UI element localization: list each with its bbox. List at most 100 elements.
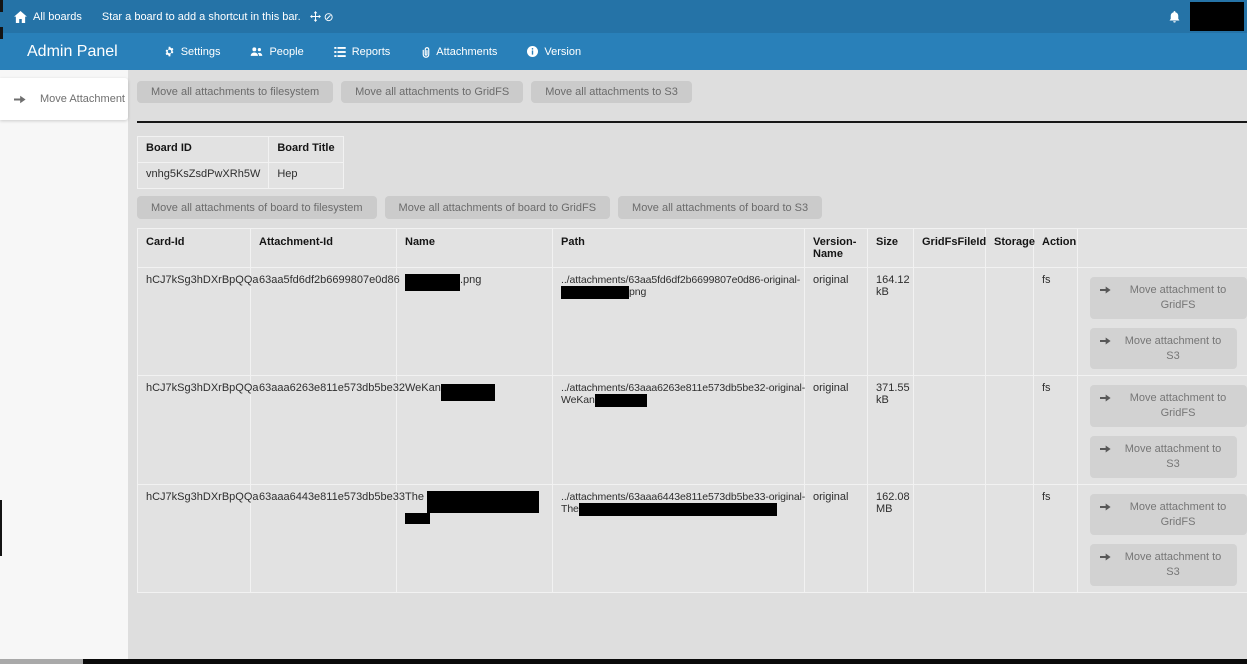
sidebar-item-move-attachment[interactable]: Move Attachment	[0, 78, 128, 120]
window-edge-artifact	[0, 500, 2, 556]
top-bar: All boards Star a board to add a shortcu…	[0, 0, 1247, 33]
admin-nav: Settings People Reports Attachments	[164, 46, 581, 58]
version-name-header: Version-Name	[804, 228, 868, 268]
storage-cell	[985, 483, 1034, 594]
move-attachment-to-gridfs-button[interactable]: Move attachment to GridFS	[1090, 277, 1247, 319]
arrow-right-icon	[1100, 285, 1111, 295]
move-attachment-to-s3-button[interactable]: Move attachment to S3	[1090, 544, 1237, 587]
path-cell: ../attachments/63aaa6443e811e573db5be33-…	[552, 483, 805, 594]
nav-item-people[interactable]: People	[250, 45, 304, 58]
nav-item-attachments[interactable]: Attachments	[420, 46, 497, 58]
sidebar-item-label: Move Attachment	[40, 93, 125, 105]
shortcut-hint: Star a board to add a shortcut in this b…	[102, 11, 334, 23]
info-icon	[527, 46, 539, 57]
redacted-box	[594, 394, 647, 408]
content-area: Move Attachment Move all attachments to …	[0, 70, 1247, 664]
move-board-to-filesystem-button[interactable]: Move all attachments of board to filesys…	[137, 196, 377, 219]
section-divider	[137, 121, 1247, 123]
board-title-cell: Hep	[268, 162, 344, 189]
move-board-to-s3-button[interactable]: Move all attachments of board to S3	[618, 196, 823, 219]
arrow-right-icon	[1100, 502, 1111, 512]
storage-cell	[985, 266, 1034, 377]
list-icon	[334, 46, 346, 57]
path-cell: ../attachments/63aa5fd6df2b6699807e0d86-…	[552, 266, 805, 377]
action-cell: fs	[1033, 483, 1078, 594]
nav-item-settings[interactable]: Settings	[164, 45, 221, 58]
gridfsfileid-cell	[913, 483, 986, 594]
move-all-to-filesystem-button[interactable]: Move all attachments to filesystem	[137, 81, 334, 103]
attachment-id-header: Attachment-Id	[250, 228, 397, 268]
row-buttons-cell: Move attachment to GridFS Move attachmen…	[1077, 375, 1247, 485]
gridfsfileid-cell	[913, 375, 986, 485]
name-cell: .png	[396, 266, 553, 377]
board-id-header: Board ID	[136, 136, 270, 163]
all-boards-link[interactable]: All boards	[14, 10, 82, 23]
page-title: Admin Panel	[27, 42, 118, 60]
nav-item-version[interactable]: Version	[527, 46, 581, 58]
name-cell: The	[396, 483, 553, 594]
window-edge-artifact	[0, 0, 3, 12]
row-buttons-cell: Move attachment to GridFS Move attachmen…	[1077, 266, 1247, 377]
move-arrows-icon[interactable]	[309, 11, 321, 22]
storage-header: Storage	[985, 228, 1035, 268]
redacted-box	[405, 274, 460, 291]
move-all-to-gridfs-button[interactable]: Move all attachments to GridFS	[341, 81, 524, 103]
board-move-buttons: Move all attachments of board to filesys…	[137, 196, 1247, 219]
version-name-cell: original	[804, 266, 868, 377]
redacted-box	[427, 490, 540, 513]
nav-label-reports: Reports	[351, 45, 391, 58]
user-avatar-redacted[interactable]	[1190, 2, 1244, 31]
nav-item-reports[interactable]: Reports	[334, 45, 391, 58]
redacted-box	[405, 512, 430, 524]
attachment-row: hCJ7kSg3hDXrBpQQa 63aaa6263e811e573db5be…	[137, 375, 1247, 485]
size-cell: 371.55 kB	[867, 375, 914, 485]
move-attachment-to-gridfs-button[interactable]: Move attachment to GridFS	[1090, 493, 1247, 536]
action-cell: fs	[1033, 375, 1078, 485]
move-all-to-s3-button[interactable]: Move all attachments to S3	[531, 81, 692, 103]
nav-label-settings: Settings	[180, 45, 221, 58]
shortcut-hint-text: Star a board to add a shortcut in this b…	[101, 10, 301, 23]
users-icon	[250, 46, 263, 57]
main-panel: Move all attachments to filesystem Move …	[128, 70, 1247, 664]
version-name-cell: original	[804, 483, 868, 594]
buttons-header	[1077, 228, 1247, 268]
notifications-bell-icon[interactable]	[1169, 10, 1180, 23]
arrow-right-icon	[1100, 336, 1111, 346]
board-id-cell: vnhg5KsZsdPwXRh5W	[136, 162, 270, 189]
window-bottom-border-black	[83, 659, 1247, 664]
attachments-table: Card-Id Attachment-Id Name Path Version-…	[137, 228, 1247, 594]
card-id-cell: hCJ7kSg3hDXrBpQQa	[137, 483, 259, 594]
gridfsfileid-cell	[913, 266, 986, 377]
action-cell: fs	[1033, 266, 1078, 377]
path-cell: ../attachments/63aaa6263e811e573db5be32-…	[552, 375, 805, 485]
action-header: Action	[1033, 228, 1078, 268]
attachment-row: hCJ7kSg3hDXrBpQQa 63aaa6443e811e573db5be…	[137, 483, 1247, 594]
attachment-id-cell: 63aaa6443e811e573db5be33	[250, 483, 405, 594]
nav-label-attachments: Attachments	[436, 45, 498, 58]
redacted-box	[578, 502, 777, 516]
redacted-box	[561, 286, 629, 299]
name-cell: WeKan	[396, 375, 553, 485]
attachment-row: hCJ7kSg3hDXrBpQQa 63aa5fd6df2b6699807e0d…	[137, 266, 1247, 377]
attachment-id-cell: 63aaa6263e811e573db5be32	[250, 375, 405, 485]
gear-icon	[164, 46, 175, 57]
nav-label-people: People	[269, 45, 304, 58]
move-attachment-to-gridfs-button[interactable]: Move attachment to GridFS	[1090, 385, 1247, 428]
null-sign-icon[interactable]: ⊘	[323, 9, 334, 24]
home-icon	[14, 10, 27, 23]
window-bottom-border-left	[0, 659, 83, 664]
board-title-header: Board Title	[268, 136, 344, 163]
row-buttons-cell: Move attachment to GridFS Move attachmen…	[1077, 483, 1247, 594]
size-cell: 164.12 kB	[867, 266, 914, 377]
window-bottom-border	[0, 659, 1247, 664]
move-attachment-to-s3-button[interactable]: Move attachment to S3	[1090, 327, 1237, 370]
all-boards-label: All boards	[33, 10, 82, 23]
move-board-to-gridfs-button[interactable]: Move all attachments of board to GridFS	[384, 196, 611, 219]
admin-panel-bar: Admin Panel Settings People Reports	[0, 33, 1247, 70]
move-attachment-to-s3-button[interactable]: Move attachment to S3	[1090, 436, 1237, 478]
window-edge-artifact	[0, 27, 3, 39]
arrow-right-icon	[1100, 444, 1111, 454]
redacted-box	[440, 384, 495, 402]
arrow-right-icon	[14, 94, 26, 105]
path-header: Path	[552, 228, 805, 268]
